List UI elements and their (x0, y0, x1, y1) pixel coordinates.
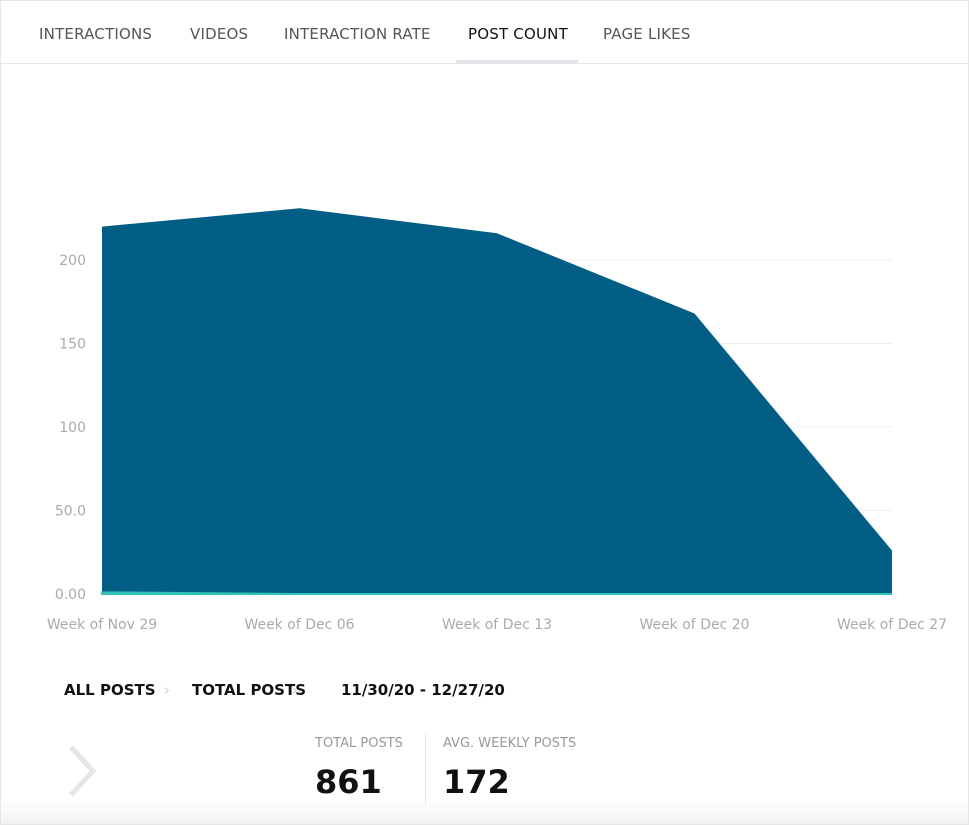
y-tick-label: 0.00 (55, 587, 86, 603)
fade (1, 799, 968, 824)
stat-value: 172 (443, 763, 510, 801)
stat-label: AVG. WEEKLY POSTS (443, 736, 577, 751)
tab[interactable]: PAGE LIKES (603, 25, 691, 43)
y-tick-label: 100 (59, 420, 86, 436)
x-tick-label: Week of Dec 06 (244, 617, 354, 633)
stat-value: 861 (315, 763, 382, 801)
y-tick-label: 50.0 (55, 504, 86, 520)
y-tick-label: 150 (59, 337, 86, 353)
divider (425, 734, 426, 806)
prev-arrow[interactable] (63, 741, 103, 801)
breadcrumb-separator: › (164, 681, 170, 699)
x-tick-label: Week of Dec 27 (837, 617, 947, 633)
breadcrumb-separator: › (292, 681, 298, 699)
x-tick-label: Week of Dec 20 (639, 617, 749, 633)
x-tick-label: Week of Dec 13 (442, 617, 552, 633)
area (101, 591, 892, 595)
breadcrumb-item[interactable]: ALL POSTS (64, 681, 156, 699)
x-tick-label: Week of Nov 29 (47, 617, 157, 633)
tab[interactable]: INTERACTION RATE (284, 25, 431, 43)
area (102, 208, 892, 595)
tab[interactable]: VIDEOS (190, 25, 249, 43)
chart: 0.00 50.0 100 150 200 Week of Nov 29 Week of D… (47, 208, 947, 633)
breadcrumb-item: 11/30/20 - 12/27/20 (341, 681, 505, 699)
tab-bar: INTERACTIONS VIDEOS INTERACTION RATE POST C… (1, 1, 968, 64)
stat-label: TOTAL POSTS (315, 736, 403, 751)
tab[interactable]: INTERACTIONS (39, 25, 153, 43)
breadcrumb-item[interactable]: TOTAL POSTS (192, 681, 307, 699)
tab[interactable]: POST COUNT (456, 1, 578, 63)
y-tick-label: 200 (59, 253, 86, 269)
